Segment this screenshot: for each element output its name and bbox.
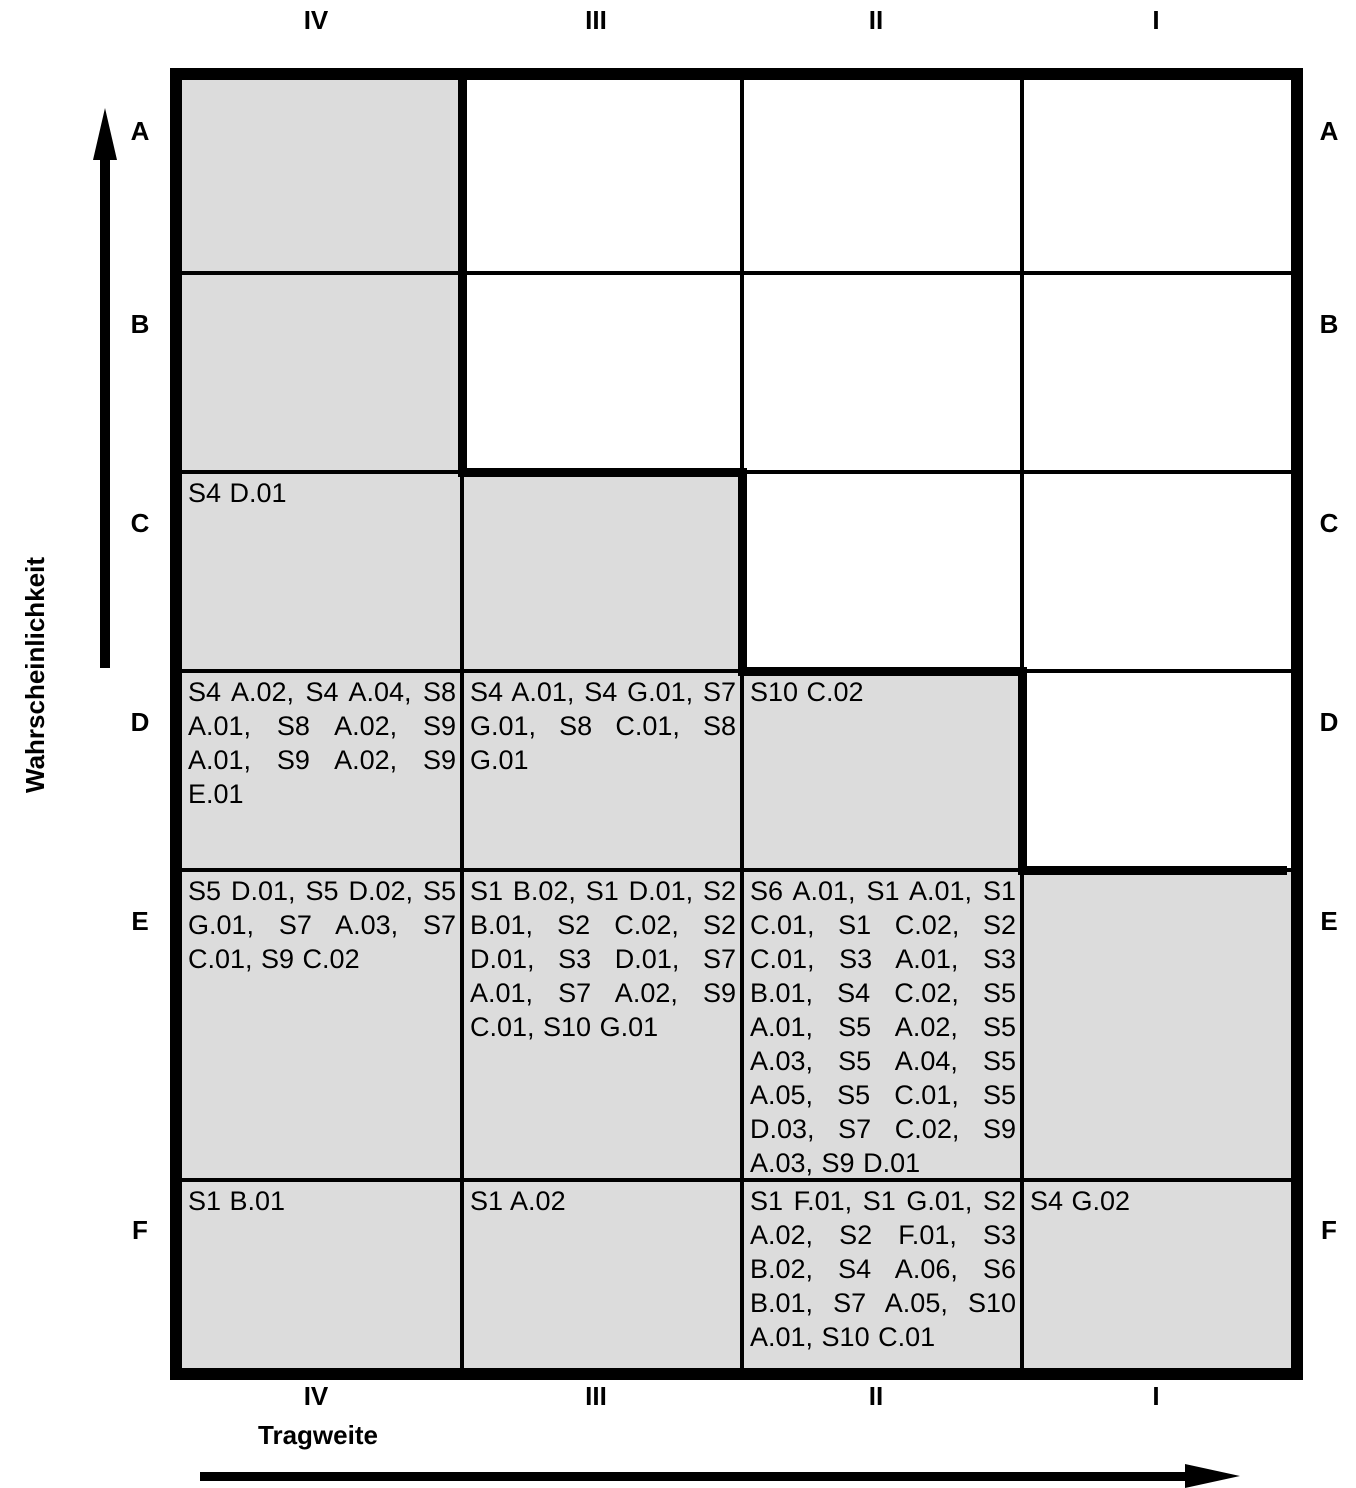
row-label-right: B — [1319, 309, 1339, 339]
cell-risk-list: S5 D.01, S5 D.02, S5 G.01, S7 A.03, S7 C… — [188, 876, 456, 974]
row-label-left: C — [130, 508, 150, 538]
risk-matrix: S4 D.01 S4 A.02, S4 A.04, S8 A.01, S8 A.0… — [170, 68, 1303, 1380]
cell-risk-list: S4 D.01 — [188, 478, 287, 508]
matrix-cell-c-ii — [744, 474, 1020, 669]
cell-risk-list: S10 C.02 — [750, 677, 864, 707]
matrix-cell-d-ii: S10 C.02 — [744, 673, 1020, 868]
cell-risk-list: S1 B.01 — [188, 1186, 286, 1216]
cell-risk-list: S1 F.01, S1 G.01, S2 A.02, S2 F.01, S3 B… — [750, 1186, 1016, 1352]
matrix-cell-f-ii: S1 F.01, S1 G.01, S2 A.02, S2 F.01, S3 B… — [744, 1182, 1020, 1368]
matrix-cell-e-i — [1024, 872, 1291, 1178]
matrix-cell-b-i — [1024, 275, 1291, 470]
row-label-right: C — [1319, 508, 1339, 538]
matrix-cell-c-iii — [464, 474, 740, 669]
column-label-top: IV — [303, 5, 329, 35]
matrix-cell-d-iii: S4 A.01, S4 G.01, S7 G.01, S8 C.01, S8 G… — [464, 673, 740, 868]
row-label-left: F — [132, 1215, 148, 1245]
matrix-cell-c-i — [1024, 474, 1291, 669]
risk-boundary-line — [457, 467, 747, 477]
matrix-cell-b-iv — [182, 275, 460, 470]
column-label-bottom: III — [585, 1381, 607, 1411]
matrix-cell-e-iv: S5 D.01, S5 D.02, S5 G.01, S7 A.03, S7 C… — [182, 872, 460, 1178]
matrix-cell-d-iv: S4 A.02, S4 A.04, S8 A.01, S8 A.02, S9 A… — [182, 673, 460, 868]
matrix-cell-b-iii — [464, 275, 740, 470]
risk-boundary-line — [1017, 865, 1287, 875]
matrix-cell-c-iv: S4 D.01 — [182, 474, 460, 669]
y-axis-title: Wahrscheinlichkeit — [20, 557, 50, 793]
x-axis-title: Tragweite — [258, 1420, 378, 1450]
row-label-left: E — [131, 906, 149, 936]
x-axis-arrow — [200, 1464, 1240, 1488]
matrix-cell-a-iii — [464, 80, 740, 271]
cell-risk-list: S4 A.02, S4 A.04, S8 A.01, S8 A.02, S9 A… — [188, 677, 456, 809]
column-label-top: II — [868, 5, 884, 35]
risk-boundary-line — [737, 467, 747, 676]
column-label-top: III — [585, 5, 607, 35]
matrix-cell-f-iii: S1 A.02 — [464, 1182, 740, 1368]
row-label-right: D — [1319, 707, 1339, 737]
matrix-cell-a-iv — [182, 80, 460, 271]
row-label-left: B — [130, 309, 150, 339]
cell-risk-list: S4 A.01, S4 G.01, S7 G.01, S8 C.01, S8 G… — [470, 677, 736, 775]
matrix-cell-e-ii: S6 A.01, S1 A.01, S1 C.01, S1 C.02, S2 C… — [744, 872, 1020, 1178]
row-label-left: D — [130, 707, 150, 737]
matrix-cell-e-iii: S1 B.02, S1 D.01, S2 B.01, S2 C.02, S2 D… — [464, 872, 740, 1178]
row-label-right: A — [1319, 116, 1339, 146]
row-label-right: F — [1321, 1215, 1337, 1245]
risk-boundary-line — [1017, 666, 1027, 875]
matrix-cell-f-iv: S1 B.01 — [182, 1182, 460, 1368]
matrix-cell-a-i — [1024, 80, 1291, 271]
cell-risk-list: S6 A.01, S1 A.01, S1 C.01, S1 C.02, S2 C… — [750, 876, 1016, 1178]
column-label-bottom: IV — [303, 1381, 329, 1411]
matrix-cell-f-i: S4 G.02 — [1024, 1182, 1291, 1368]
risk-boundary-line — [737, 666, 1027, 676]
cell-risk-list: S4 G.02 — [1030, 1186, 1131, 1216]
matrix-cell-b-ii — [744, 275, 1020, 470]
column-label-bottom: II — [868, 1381, 884, 1411]
column-label-bottom: I — [1152, 1381, 1160, 1411]
cell-risk-list: S1 A.02 — [470, 1186, 566, 1216]
column-label-top: I — [1152, 5, 1160, 35]
matrix-cell-a-ii — [744, 80, 1020, 271]
risk-boundary-line — [457, 80, 467, 477]
cell-risk-list: S1 B.02, S1 D.01, S2 B.01, S2 C.02, S2 D… — [470, 876, 736, 1042]
matrix-cell-d-i — [1024, 673, 1291, 868]
y-axis-arrow — [93, 108, 117, 668]
row-label-left: A — [130, 116, 150, 146]
row-label-right: E — [1320, 906, 1338, 936]
